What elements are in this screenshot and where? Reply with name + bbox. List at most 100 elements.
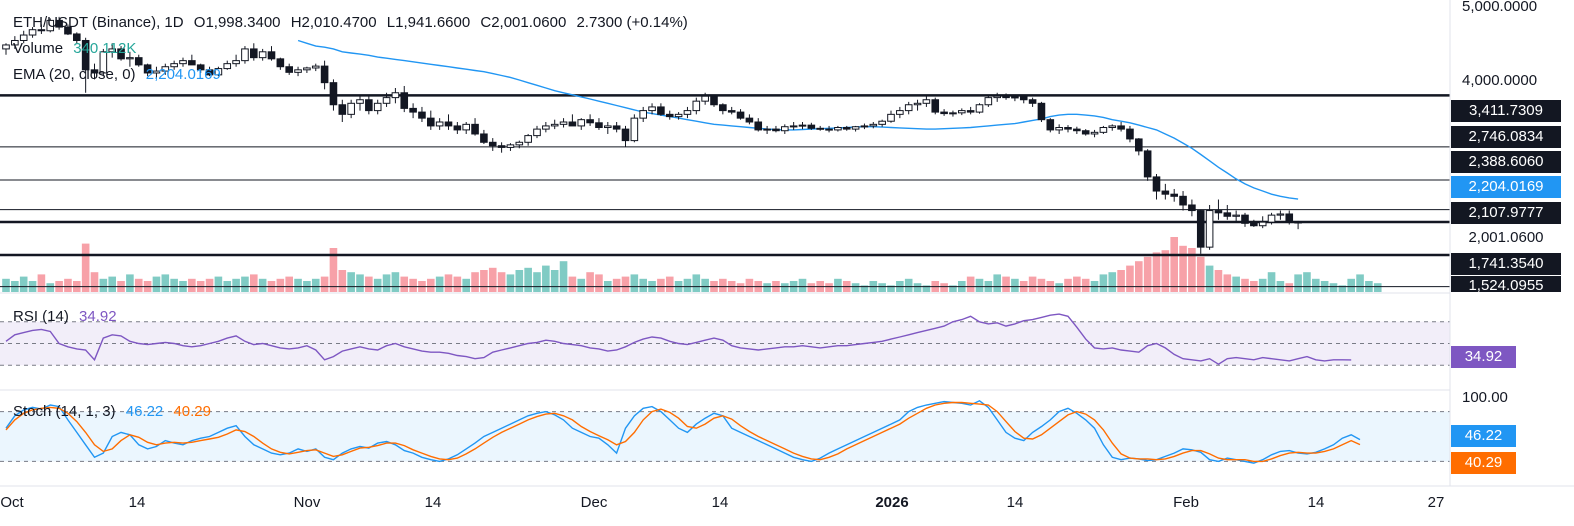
candle-body — [816, 127, 825, 130]
volume-bar — [1223, 274, 1232, 292]
volume-bar — [311, 278, 320, 292]
volume-bar — [1347, 278, 1355, 292]
stoch-legend: Stoch (14, 1, 3) 46.22 40.29 — [13, 403, 217, 420]
candle-body — [869, 123, 878, 127]
volume-bar — [665, 276, 674, 292]
time-tick-dec: Dec — [580, 494, 608, 511]
candle-body — [630, 117, 639, 142]
candle-body — [188, 60, 196, 66]
volume-bar — [1143, 256, 1152, 292]
volume-bar — [1179, 245, 1187, 292]
candle-body — [1064, 127, 1072, 130]
volume-bar — [108, 276, 116, 292]
volume-bar — [497, 272, 506, 292]
candle-body — [1161, 190, 1170, 195]
candle-body — [1135, 138, 1143, 152]
symbol-title[interactable]: ETH/USDT (Binance), 1D — [13, 14, 184, 31]
candle-body — [577, 119, 586, 127]
rsi-value: 34.92 — [79, 308, 117, 325]
volume-bar — [471, 272, 479, 292]
candle-body — [1294, 221, 1302, 224]
volume-bar — [559, 261, 568, 292]
candle-body — [772, 128, 780, 132]
volume-bar — [1108, 272, 1117, 292]
volume-bar — [161, 274, 170, 292]
level-badge-2107: 2,107.9777 — [1451, 202, 1561, 224]
volume-bar — [542, 265, 550, 292]
volume-bar — [188, 278, 196, 292]
ema-label[interactable]: EMA (20, close, 0) — [13, 66, 136, 83]
stoch-d-line — [5, 401, 1361, 463]
volume-bar — [763, 283, 771, 292]
candle-body — [736, 111, 745, 119]
candle-body — [205, 69, 214, 76]
volume-bar — [781, 283, 789, 292]
candle-body — [860, 125, 869, 128]
volume-bar — [745, 278, 754, 292]
candle-body — [1019, 96, 1028, 101]
candle-body — [719, 104, 727, 112]
candle-body — [223, 63, 232, 70]
candle-body — [90, 69, 99, 74]
volume-bar — [993, 274, 1001, 292]
volume-bar — [807, 283, 816, 292]
volume-bar — [692, 274, 701, 292]
stoch-d-badge: 40.29 — [1451, 452, 1516, 474]
candle-body — [258, 51, 267, 59]
time-tick-feb14: 14 — [1307, 494, 1325, 511]
rsi-label[interactable]: RSI (14) — [13, 308, 69, 325]
price-tick-4000: 4,000.0000 — [1462, 72, 1538, 89]
candle-body — [471, 123, 479, 135]
time-tick-2026: 2026 — [875, 494, 909, 511]
volume-bar — [887, 285, 895, 292]
time-tick-oct14: 14 — [128, 494, 146, 511]
volume-bar — [701, 278, 709, 292]
volume-bar — [940, 283, 948, 292]
volume-bar — [19, 276, 28, 292]
volume-bar — [2, 278, 10, 292]
volume-bar — [1303, 272, 1311, 292]
volume-bar — [834, 278, 842, 292]
candle-body — [568, 121, 577, 127]
candle-body — [958, 110, 966, 114]
price-pane — [0, 16, 1450, 292]
volume-bar — [1170, 237, 1178, 292]
stoch-label[interactable]: Stoch (14, 1, 3) — [13, 403, 116, 420]
volume-bar — [568, 276, 577, 292]
candle-body — [117, 48, 125, 60]
time-tick-nov14: 14 — [424, 494, 442, 511]
candle-body — [435, 121, 444, 127]
volume-bar — [1002, 276, 1010, 292]
volume-bar — [683, 278, 692, 292]
volume-bar — [205, 278, 214, 292]
candle-body — [1143, 150, 1152, 178]
volume-bar — [400, 276, 409, 292]
volume-bar — [949, 285, 957, 292]
volume-bar — [621, 276, 630, 292]
volume-bar — [1294, 274, 1302, 292]
volume-bar — [214, 276, 223, 292]
candle-body — [1108, 125, 1117, 129]
stoch-k-value: 46.22 — [125, 403, 164, 420]
candle-body — [294, 69, 302, 73]
volume-bar — [435, 276, 444, 292]
volume-bar — [276, 278, 285, 292]
volume-bar — [595, 274, 603, 292]
volume-bar — [533, 272, 541, 292]
candle-body — [683, 110, 692, 115]
volume-label[interactable]: Volume — [13, 40, 64, 57]
candle-body — [179, 60, 187, 65]
volume-bar — [320, 276, 329, 292]
candle-body — [586, 119, 594, 124]
candle-body — [1267, 214, 1276, 223]
level-badge-1741: 1,741.3540 — [1451, 253, 1561, 275]
volume-bar — [409, 278, 417, 292]
volume-bar — [506, 274, 515, 292]
candle-body — [604, 125, 612, 129]
candle-body — [931, 99, 940, 113]
stoch-pane — [0, 0, 1574, 487]
candle-body — [28, 29, 37, 36]
volume-bar — [966, 276, 975, 292]
candle-body — [984, 97, 993, 106]
